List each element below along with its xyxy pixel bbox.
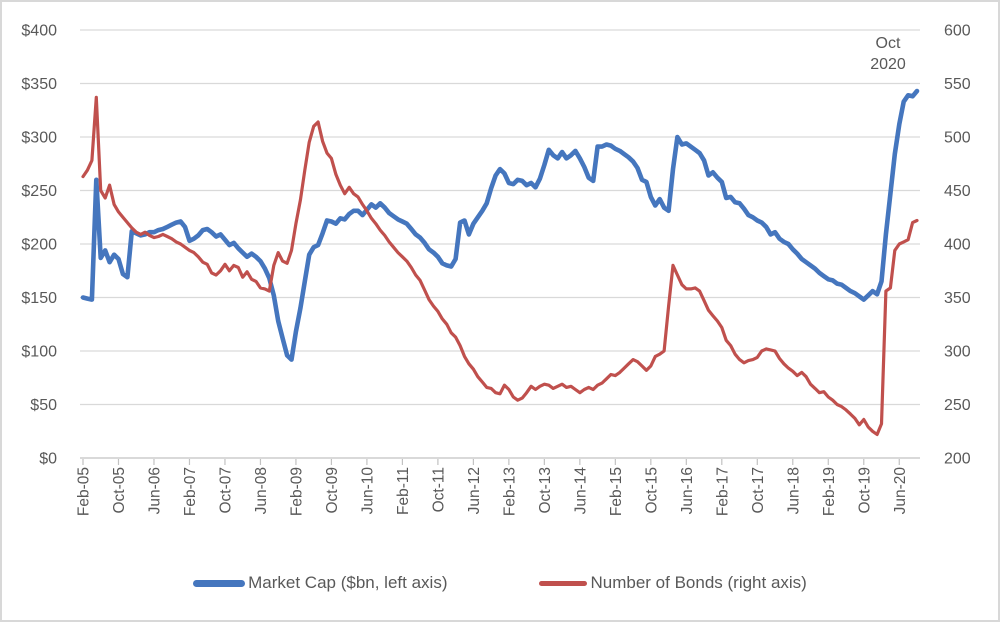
y-axis-tick-label-right: 600 xyxy=(944,23,971,40)
legend-label-market-cap: Market Cap ($bn, left axis) xyxy=(248,573,448,592)
y-axis-tick-label-left: $200 xyxy=(21,237,57,254)
x-axis-tick-label: Oct-15 xyxy=(643,467,660,514)
x-axis-tick-label: Oct-13 xyxy=(537,467,554,514)
x-axis-tick-label: Oct-19 xyxy=(856,467,873,514)
legend: Market Cap ($bn, left axis) Number of Bo… xyxy=(2,573,998,593)
y-axis-tick-label-right: 300 xyxy=(944,344,971,361)
y-axis-tick-label-right: 350 xyxy=(944,290,971,307)
x-axis-tick-label: Jun-16 xyxy=(679,467,696,514)
x-axis-tick-label: Oct-07 xyxy=(217,467,234,514)
x-axis-tick-label: Feb-15 xyxy=(608,467,625,516)
x-axis-tick-label: Jun-18 xyxy=(785,467,802,514)
x-axis-tick-label: Oct-11 xyxy=(430,467,447,512)
y-axis-tick-label-left: $150 xyxy=(21,290,57,307)
market-cap-line xyxy=(80,88,920,362)
x-axis-tick-label: Jun-08 xyxy=(253,467,270,514)
y-axis-tick-label-right: 400 xyxy=(944,237,971,254)
y-axis-tick-label-left: $300 xyxy=(21,130,57,147)
y-axis-tick-label-right: 250 xyxy=(944,397,971,414)
y-axis-tick-label-left: $350 xyxy=(21,76,57,93)
x-axis-tick-label: Feb-11 xyxy=(395,467,412,515)
x-axis-tick-label: Feb-17 xyxy=(714,467,731,516)
x-axis-tick-label: Oct-05 xyxy=(111,467,128,514)
y-axis-tick-label-right: 450 xyxy=(944,183,971,200)
y-axis-tick-label-right: 550 xyxy=(944,76,971,93)
annotation-last-point: Oct 2020 xyxy=(856,33,920,75)
x-axis-tick-label: Jun-06 xyxy=(146,467,163,514)
x-axis-tick-label: Feb-09 xyxy=(288,467,305,516)
annotation-year: 2020 xyxy=(870,56,906,73)
x-axis-tick-label: Feb-07 xyxy=(182,467,199,516)
legend-label-bonds: Number of Bonds (right axis) xyxy=(590,573,807,592)
market-cap-line-swatch xyxy=(193,579,246,587)
legend-item-market-cap: Market Cap ($bn, left axis) xyxy=(193,573,447,593)
bonds-line-swatch xyxy=(539,580,588,586)
x-axis-tick-label: Feb-13 xyxy=(501,467,518,516)
x-axis-tick-label: Oct-09 xyxy=(324,467,341,514)
y-axis-tick-label-left: $50 xyxy=(30,397,57,414)
y-axis-tick-label-left: $400 xyxy=(21,23,57,40)
y-axis-tick-label-left: $250 xyxy=(21,183,57,200)
bonds-line xyxy=(81,95,919,437)
legend-item-bonds: Number of Bonds (right axis) xyxy=(539,573,807,593)
y-axis-tick-label-right: 500 xyxy=(944,130,971,147)
y-axis-tick-label-left: $100 xyxy=(21,344,57,361)
x-axis-tick-label: Jun-14 xyxy=(572,467,589,515)
x-axis-tick-label: Jun-10 xyxy=(359,467,376,515)
x-axis-tick-label: Oct-17 xyxy=(750,467,767,514)
y-axis-tick-label-left: $0 xyxy=(39,451,57,468)
x-axis-tick-label: Feb-19 xyxy=(821,467,838,516)
x-axis-tick-label: Feb-05 xyxy=(76,467,93,516)
y-axis-tick-label-right: 200 xyxy=(944,451,971,468)
x-axis-tick-label: Jun-20 xyxy=(892,467,909,515)
x-axis-tick-label: Jun-12 xyxy=(466,467,483,514)
annotation-month: Oct xyxy=(875,35,901,52)
